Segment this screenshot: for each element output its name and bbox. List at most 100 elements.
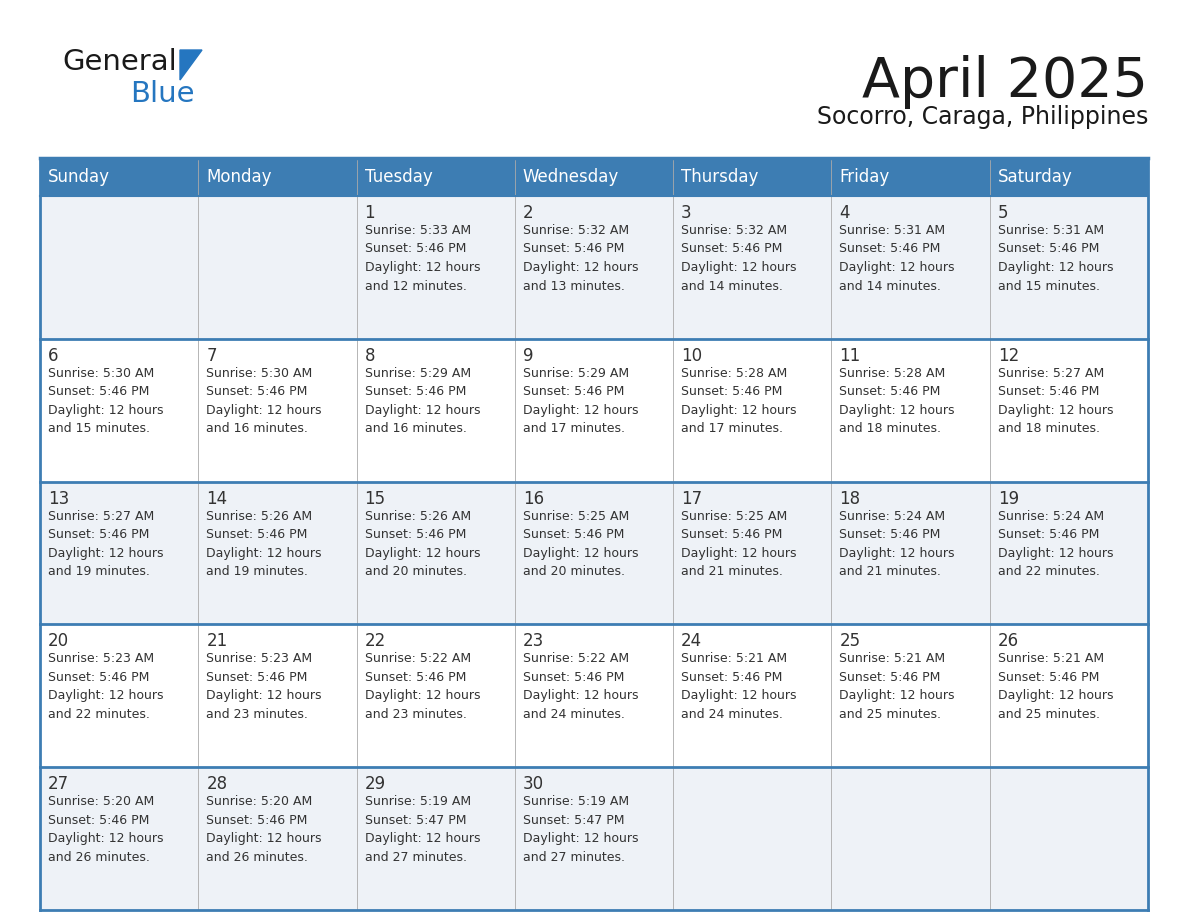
- Polygon shape: [181, 50, 202, 80]
- Bar: [674, 482, 832, 624]
- Text: 21: 21: [207, 633, 228, 650]
- Text: 19: 19: [998, 489, 1019, 508]
- Text: 4: 4: [840, 204, 849, 222]
- Text: 12: 12: [998, 347, 1019, 364]
- Text: Sunrise: 5:33 AM
Sunset: 5:46 PM
Daylight: 12 hours
and 12 minutes.: Sunrise: 5:33 AM Sunset: 5:46 PM Dayligh…: [365, 224, 480, 293]
- Text: 22: 22: [365, 633, 386, 650]
- Text: Sunrise: 5:21 AM
Sunset: 5:46 PM
Daylight: 12 hours
and 24 minutes.: Sunrise: 5:21 AM Sunset: 5:46 PM Dayligh…: [681, 653, 797, 721]
- Text: 18: 18: [840, 489, 860, 508]
- Bar: [674, 339, 832, 482]
- Text: Sunrise: 5:23 AM
Sunset: 5:46 PM
Daylight: 12 hours
and 22 minutes.: Sunrise: 5:23 AM Sunset: 5:46 PM Dayligh…: [48, 653, 164, 721]
- Text: Sunrise: 5:19 AM
Sunset: 5:47 PM
Daylight: 12 hours
and 27 minutes.: Sunrise: 5:19 AM Sunset: 5:47 PM Dayligh…: [523, 795, 638, 864]
- Text: Sunrise: 5:28 AM
Sunset: 5:46 PM
Daylight: 12 hours
and 17 minutes.: Sunrise: 5:28 AM Sunset: 5:46 PM Dayligh…: [681, 367, 797, 435]
- Text: 29: 29: [365, 775, 386, 793]
- Bar: [514, 158, 674, 196]
- Bar: [832, 158, 990, 196]
- Bar: [356, 196, 514, 339]
- Text: 26: 26: [998, 633, 1019, 650]
- Bar: [674, 196, 832, 339]
- Text: Blue: Blue: [129, 80, 195, 108]
- Text: Sunrise: 5:29 AM
Sunset: 5:46 PM
Daylight: 12 hours
and 16 minutes.: Sunrise: 5:29 AM Sunset: 5:46 PM Dayligh…: [365, 367, 480, 435]
- Bar: [40, 624, 198, 767]
- Text: Friday: Friday: [840, 168, 890, 186]
- Bar: [514, 767, 674, 910]
- Bar: [198, 196, 356, 339]
- Text: April 2025: April 2025: [862, 55, 1148, 109]
- Text: Socorro, Caraga, Philippines: Socorro, Caraga, Philippines: [816, 105, 1148, 129]
- Text: Sunrise: 5:26 AM
Sunset: 5:46 PM
Daylight: 12 hours
and 20 minutes.: Sunrise: 5:26 AM Sunset: 5:46 PM Dayligh…: [365, 509, 480, 578]
- Bar: [40, 767, 198, 910]
- Text: Sunrise: 5:22 AM
Sunset: 5:46 PM
Daylight: 12 hours
and 23 minutes.: Sunrise: 5:22 AM Sunset: 5:46 PM Dayligh…: [365, 653, 480, 721]
- Bar: [990, 767, 1148, 910]
- Bar: [198, 767, 356, 910]
- Bar: [832, 767, 990, 910]
- Bar: [40, 339, 198, 482]
- Bar: [832, 339, 990, 482]
- Text: Sunrise: 5:28 AM
Sunset: 5:46 PM
Daylight: 12 hours
and 18 minutes.: Sunrise: 5:28 AM Sunset: 5:46 PM Dayligh…: [840, 367, 955, 435]
- Text: 8: 8: [365, 347, 375, 364]
- Text: 1: 1: [365, 204, 375, 222]
- Text: 2: 2: [523, 204, 533, 222]
- Text: Wednesday: Wednesday: [523, 168, 619, 186]
- Text: 5: 5: [998, 204, 1009, 222]
- Text: 11: 11: [840, 347, 860, 364]
- Bar: [356, 339, 514, 482]
- Text: Sunrise: 5:31 AM
Sunset: 5:46 PM
Daylight: 12 hours
and 14 minutes.: Sunrise: 5:31 AM Sunset: 5:46 PM Dayligh…: [840, 224, 955, 293]
- Bar: [832, 482, 990, 624]
- Bar: [198, 158, 356, 196]
- Bar: [40, 482, 198, 624]
- Bar: [832, 196, 990, 339]
- Bar: [832, 624, 990, 767]
- Bar: [990, 158, 1148, 196]
- Bar: [198, 339, 356, 482]
- Text: Sunrise: 5:21 AM
Sunset: 5:46 PM
Daylight: 12 hours
and 25 minutes.: Sunrise: 5:21 AM Sunset: 5:46 PM Dayligh…: [840, 653, 955, 721]
- Bar: [40, 196, 198, 339]
- Text: 24: 24: [681, 633, 702, 650]
- Text: Sunrise: 5:20 AM
Sunset: 5:46 PM
Daylight: 12 hours
and 26 minutes.: Sunrise: 5:20 AM Sunset: 5:46 PM Dayligh…: [48, 795, 164, 864]
- Text: Sunrise: 5:24 AM
Sunset: 5:46 PM
Daylight: 12 hours
and 21 minutes.: Sunrise: 5:24 AM Sunset: 5:46 PM Dayligh…: [840, 509, 955, 578]
- Text: Sunrise: 5:30 AM
Sunset: 5:46 PM
Daylight: 12 hours
and 15 minutes.: Sunrise: 5:30 AM Sunset: 5:46 PM Dayligh…: [48, 367, 164, 435]
- Text: 17: 17: [681, 489, 702, 508]
- Bar: [198, 624, 356, 767]
- Bar: [198, 482, 356, 624]
- Text: 9: 9: [523, 347, 533, 364]
- Text: 16: 16: [523, 489, 544, 508]
- Text: 27: 27: [48, 775, 69, 793]
- Text: 25: 25: [840, 633, 860, 650]
- Text: Sunrise: 5:21 AM
Sunset: 5:46 PM
Daylight: 12 hours
and 25 minutes.: Sunrise: 5:21 AM Sunset: 5:46 PM Dayligh…: [998, 653, 1113, 721]
- Text: Sunrise: 5:19 AM
Sunset: 5:47 PM
Daylight: 12 hours
and 27 minutes.: Sunrise: 5:19 AM Sunset: 5:47 PM Dayligh…: [365, 795, 480, 864]
- Text: 6: 6: [48, 347, 58, 364]
- Text: Sunrise: 5:31 AM
Sunset: 5:46 PM
Daylight: 12 hours
and 15 minutes.: Sunrise: 5:31 AM Sunset: 5:46 PM Dayligh…: [998, 224, 1113, 293]
- Bar: [356, 767, 514, 910]
- Bar: [990, 482, 1148, 624]
- Bar: [990, 624, 1148, 767]
- Text: Sunrise: 5:32 AM
Sunset: 5:46 PM
Daylight: 12 hours
and 14 minutes.: Sunrise: 5:32 AM Sunset: 5:46 PM Dayligh…: [681, 224, 797, 293]
- Bar: [356, 158, 514, 196]
- Text: Sunrise: 5:26 AM
Sunset: 5:46 PM
Daylight: 12 hours
and 19 minutes.: Sunrise: 5:26 AM Sunset: 5:46 PM Dayligh…: [207, 509, 322, 578]
- Bar: [674, 624, 832, 767]
- Text: Monday: Monday: [207, 168, 272, 186]
- Text: 28: 28: [207, 775, 227, 793]
- Text: General: General: [62, 48, 177, 76]
- Text: Sunrise: 5:25 AM
Sunset: 5:46 PM
Daylight: 12 hours
and 20 minutes.: Sunrise: 5:25 AM Sunset: 5:46 PM Dayligh…: [523, 509, 638, 578]
- Text: Sunday: Sunday: [48, 168, 110, 186]
- Text: Sunrise: 5:23 AM
Sunset: 5:46 PM
Daylight: 12 hours
and 23 minutes.: Sunrise: 5:23 AM Sunset: 5:46 PM Dayligh…: [207, 653, 322, 721]
- Text: Sunrise: 5:27 AM
Sunset: 5:46 PM
Daylight: 12 hours
and 19 minutes.: Sunrise: 5:27 AM Sunset: 5:46 PM Dayligh…: [48, 509, 164, 578]
- Text: 23: 23: [523, 633, 544, 650]
- Bar: [356, 482, 514, 624]
- Bar: [514, 624, 674, 767]
- Bar: [990, 196, 1148, 339]
- Text: 30: 30: [523, 775, 544, 793]
- Bar: [356, 624, 514, 767]
- Text: Sunrise: 5:32 AM
Sunset: 5:46 PM
Daylight: 12 hours
and 13 minutes.: Sunrise: 5:32 AM Sunset: 5:46 PM Dayligh…: [523, 224, 638, 293]
- Text: Tuesday: Tuesday: [365, 168, 432, 186]
- Text: 3: 3: [681, 204, 691, 222]
- Bar: [990, 339, 1148, 482]
- Bar: [514, 196, 674, 339]
- Text: 13: 13: [48, 489, 69, 508]
- Text: 14: 14: [207, 489, 227, 508]
- Text: Sunrise: 5:25 AM
Sunset: 5:46 PM
Daylight: 12 hours
and 21 minutes.: Sunrise: 5:25 AM Sunset: 5:46 PM Dayligh…: [681, 509, 797, 578]
- Bar: [514, 482, 674, 624]
- Text: Sunrise: 5:30 AM
Sunset: 5:46 PM
Daylight: 12 hours
and 16 minutes.: Sunrise: 5:30 AM Sunset: 5:46 PM Dayligh…: [207, 367, 322, 435]
- Text: Sunrise: 5:22 AM
Sunset: 5:46 PM
Daylight: 12 hours
and 24 minutes.: Sunrise: 5:22 AM Sunset: 5:46 PM Dayligh…: [523, 653, 638, 721]
